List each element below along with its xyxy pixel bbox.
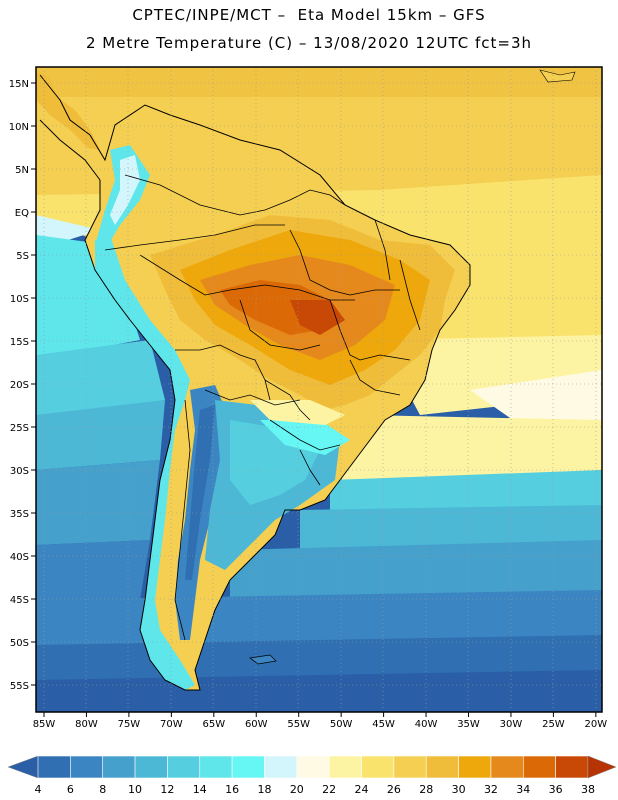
chart-title: CPTEC/INPE/MCT – Eta Model 15km – GFS xyxy=(132,6,486,24)
colorbar-label: 14 xyxy=(193,783,207,796)
colorbar-label: 8 xyxy=(99,783,106,796)
colorbar-label: 12 xyxy=(160,783,174,796)
lat-label: 15N xyxy=(9,79,29,90)
country-borders xyxy=(104,174,421,641)
lon-label: 35W xyxy=(457,719,480,730)
colorbar-swatch xyxy=(167,755,201,779)
colorbar-swatch xyxy=(361,755,395,779)
colorbar-swatch xyxy=(102,755,136,779)
lat-label: 20S xyxy=(10,380,29,391)
lat-label: EQ xyxy=(15,208,29,219)
caribbean-islands xyxy=(539,69,576,83)
colorbar-label: 26 xyxy=(387,783,401,796)
lat-label: 15S xyxy=(10,337,29,348)
colorbar-label: 16 xyxy=(225,783,239,796)
colorbar-swatch xyxy=(555,755,589,779)
lon-label: 50W xyxy=(330,719,353,730)
colorbar-swatch xyxy=(231,755,265,779)
lat-label: 5N xyxy=(15,165,29,176)
ocean-band-12 xyxy=(36,400,165,470)
colorbar-label: 22 xyxy=(322,783,336,796)
coastline xyxy=(39,74,471,691)
lon-label: 30W xyxy=(500,719,523,730)
colorbar-swatch xyxy=(393,755,427,779)
colorbar-label: 34 xyxy=(516,783,530,796)
colorbar-swatch xyxy=(458,755,492,779)
colorbar-label: 10 xyxy=(128,783,142,796)
chart-subtitle: 2 Metre Temperature (C) – 13/08/2020 12U… xyxy=(85,34,533,52)
colombia-andes-20 xyxy=(110,155,140,225)
lat-label: 50S xyxy=(10,638,29,649)
colorbar-swatch xyxy=(328,755,362,779)
lon-label: 85W xyxy=(33,719,56,730)
lon-label: 75W xyxy=(118,719,141,730)
colorbar-swatch xyxy=(490,755,524,779)
colorbar-label: 4 xyxy=(35,783,42,796)
lat-label: 45S xyxy=(10,595,29,606)
colorbar-label: 30 xyxy=(452,783,466,796)
colorbar-label: 28 xyxy=(419,783,433,796)
colorbar-label: 32 xyxy=(484,783,498,796)
lat-label: 55S xyxy=(10,681,29,692)
lat-label: 30S xyxy=(10,466,29,477)
lat-label: 10N xyxy=(9,122,29,133)
lon-label: 40W xyxy=(415,719,438,730)
colorbar-swatch xyxy=(70,755,104,779)
lon-label: 20W xyxy=(585,719,608,730)
lon-label: 70W xyxy=(160,719,183,730)
lat-label: 25S xyxy=(10,423,29,434)
pampas-band-24 xyxy=(250,400,345,425)
falkland-islands xyxy=(249,654,277,665)
colorbar-label: 38 xyxy=(581,783,595,796)
colorbar-swatch xyxy=(199,755,233,779)
colorbar-label: 36 xyxy=(549,783,563,796)
colorbar-swatch xyxy=(134,755,168,779)
lon-label: 80W xyxy=(75,719,98,730)
colorbar-arrow-high xyxy=(587,755,617,779)
lon-label: 45W xyxy=(372,719,395,730)
colorbar-label: 18 xyxy=(257,783,271,796)
colorbar-label: 6 xyxy=(67,783,74,796)
colorbar-swatch xyxy=(425,755,459,779)
lon-label: 25W xyxy=(542,719,565,730)
andes-band-16 xyxy=(95,235,195,690)
ocean-band-8 xyxy=(36,540,150,600)
map-field xyxy=(36,67,602,712)
map-frame xyxy=(35,66,603,713)
colorbar-swatch xyxy=(522,755,556,779)
andes-band-6 xyxy=(185,405,215,580)
continent-land xyxy=(40,75,470,690)
latitude-axis: 15N 10N 5N EQ 5S 10S 15S 20S 25S 30S 35S 40S 45S 50S 5… xyxy=(9,79,36,692)
lat-label: 10S xyxy=(10,294,29,305)
lat-label: 5S xyxy=(16,251,29,262)
colorbar-arrow-low xyxy=(7,755,39,779)
land-band-38 xyxy=(290,300,345,335)
lon-label: 55W xyxy=(287,719,310,730)
ocean-band-24b xyxy=(340,415,602,485)
colorbar-swatch xyxy=(264,755,298,779)
lon-label: 65W xyxy=(202,719,225,730)
colorbar-swatch xyxy=(296,755,330,779)
ocean-band-warm-top xyxy=(36,67,602,97)
colorbar-swatch xyxy=(37,755,71,779)
ocean-band-10 xyxy=(36,460,160,545)
longitude-axis: 85W 80W 75W 70W 65W 60W 55W 50W 45W 40W 35W 30W 25W 2… xyxy=(33,712,608,730)
ocean-band-10b xyxy=(230,540,602,600)
ocean-band-14 xyxy=(36,340,165,420)
lat-label: 40S xyxy=(10,552,29,563)
colorbar: 4 6 8 10 12 14 16 18 20 22 24 26 28 30 32 34 36 38 xyxy=(7,755,617,796)
lon-label: 60W xyxy=(245,719,268,730)
colorbar-label: 24 xyxy=(355,783,369,796)
colorbar-label: 20 xyxy=(290,783,304,796)
lat-label: 35S xyxy=(10,509,29,520)
